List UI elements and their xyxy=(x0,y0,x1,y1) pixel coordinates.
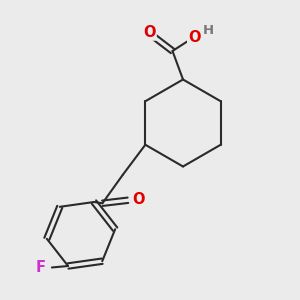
Text: O: O xyxy=(188,30,201,45)
Text: H: H xyxy=(203,23,214,37)
Text: O: O xyxy=(132,191,145,206)
Text: O: O xyxy=(143,25,156,40)
Text: F: F xyxy=(36,260,46,275)
